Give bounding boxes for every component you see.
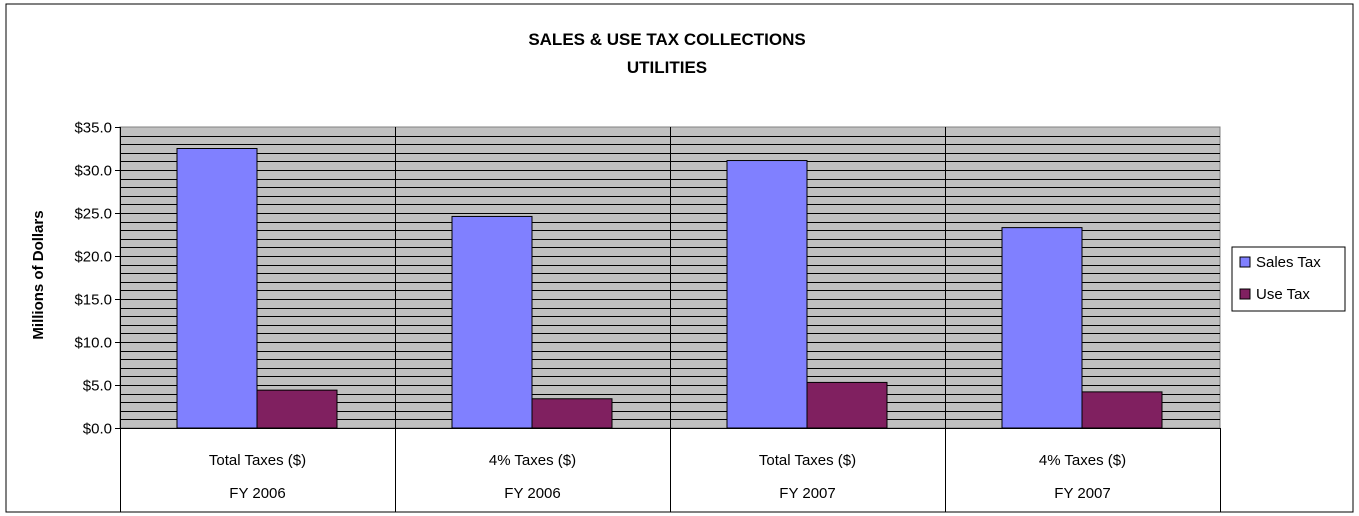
y-tick-label: $20.0 [74,249,112,266]
legend-label-use-tax: Use Tax [1256,286,1310,303]
y-tick-label: $35.0 [74,120,112,137]
legend-box [1231,246,1346,312]
x-tick-label: Total Taxes ($) [209,452,306,469]
chart-subtitle: UTILITIES [627,58,707,77]
x-tick-label: 4% Taxes ($) [489,452,576,469]
x-tick-label: Total Taxes ($) [759,452,856,469]
bar-sales-tax-0 [176,148,258,429]
bar-use-tax-2 [806,381,888,429]
legend-swatch-sales-tax [1239,256,1251,268]
x-group-label: FY 2006 [229,485,285,502]
bar-use-tax-0 [256,389,338,429]
x-tick-label: 4% Taxes ($) [1039,452,1126,469]
axes: $0.0 $5.0 $10.0 $15.0 $20.0 $25.0 $30.0 $35.0 To… [74,120,1221,512]
y-tick-label: $0.0 [83,421,112,438]
y-axis-label: Millions of Dollars [30,210,47,339]
legend-label-sales-tax: Sales Tax [1256,254,1321,271]
y-tick-label: $15.0 [74,292,112,309]
bar-use-tax-3 [1081,391,1163,429]
bar-sales-tax-3 [1001,227,1083,429]
x-group-label: FY 2007 [1054,485,1110,502]
x-group-label: FY 2007 [779,485,835,502]
y-tick-label: $5.0 [83,378,112,395]
y-tick-label: $10.0 [74,335,112,352]
bar-use-tax-1 [531,398,613,429]
bar-sales-tax-1 [451,215,533,429]
bars [176,148,1163,429]
legend-swatch-use-tax [1239,288,1251,300]
chart-title: SALES & USE TAX COLLECTIONS [528,30,805,49]
x-group-label: FY 2006 [504,485,560,502]
y-tick-label: $25.0 [74,206,112,223]
y-tick-label: $30.0 [74,163,112,180]
legend: Sales Tax Use Tax [1231,246,1346,312]
bar-sales-tax-2 [726,160,808,429]
